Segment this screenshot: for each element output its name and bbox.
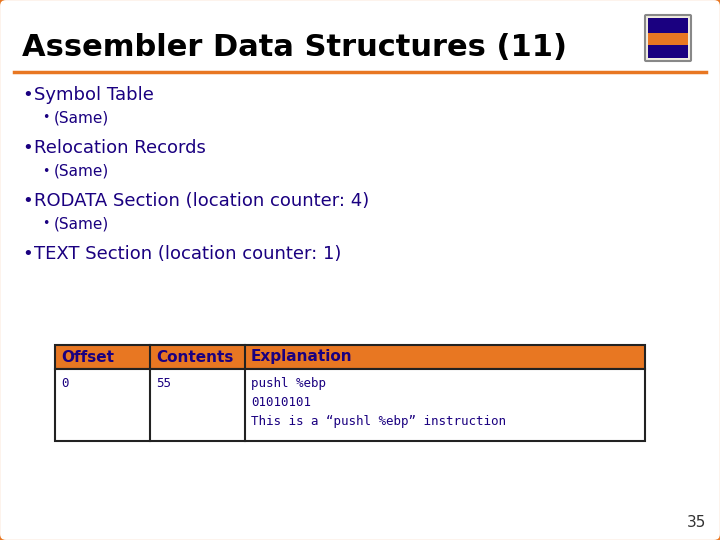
Text: Contents: Contents	[156, 349, 233, 364]
Text: 35: 35	[687, 515, 706, 530]
Text: 55: 55	[156, 377, 171, 390]
Text: Symbol Table: Symbol Table	[34, 86, 154, 104]
Text: pushl %ebp
01010101
This is a “pushl %ebp” instruction: pushl %ebp 01010101 This is a “pushl %eb…	[251, 377, 506, 428]
Bar	[55, 369, 645, 441]
Text: •: •	[22, 139, 32, 157]
Text: Explanation: Explanation	[251, 349, 353, 364]
Text: (Same): (Same)	[54, 164, 109, 179]
Bar	[648, 33, 688, 45]
Text: Assembler Data Structures (11): Assembler Data Structures (11)	[22, 33, 567, 63]
Text: TEXT Section (location counter: 1): TEXT Section (location counter: 1)	[34, 245, 341, 263]
Text: •: •	[22, 245, 32, 263]
Text: Offset: Offset	[61, 349, 114, 364]
Text: Relocation Records: Relocation Records	[34, 139, 206, 157]
Bar	[648, 18, 688, 33]
Text: (Same): (Same)	[54, 111, 109, 125]
Bar	[55, 345, 645, 369]
Text: •: •	[42, 165, 50, 178]
Text: (Same): (Same)	[54, 217, 109, 232]
Text: 0: 0	[61, 377, 68, 390]
Text: •: •	[22, 192, 32, 210]
FancyBboxPatch shape	[645, 15, 691, 61]
Text: •: •	[22, 86, 32, 104]
Bar	[648, 45, 688, 58]
Text: RODATA Section (location counter: 4): RODATA Section (location counter: 4)	[34, 192, 369, 210]
Text: •: •	[42, 218, 50, 231]
Text: •: •	[42, 111, 50, 125]
